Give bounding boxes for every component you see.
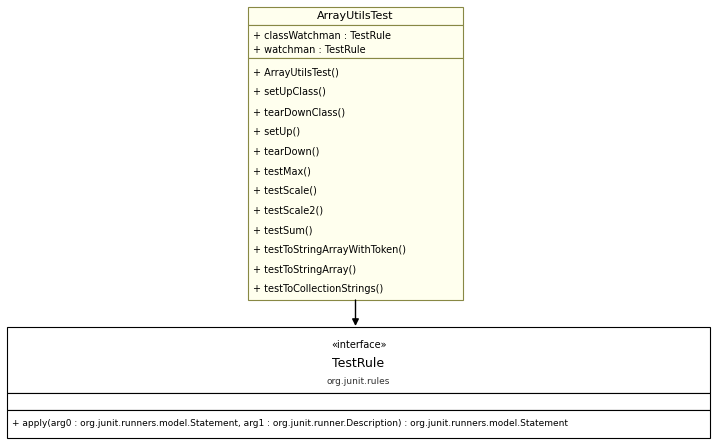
Text: ArrayUtilsTest: ArrayUtilsTest [317,11,394,21]
Bar [7,327,710,393]
Text: + testScale(): + testScale() [253,186,317,196]
Bar [248,7,463,25]
Text: + classWatchman : TestRule: + classWatchman : TestRule [253,31,391,41]
Text: + tearDown(): + tearDown() [253,146,319,157]
Text: TestRule: TestRule [333,357,384,370]
Text: + tearDownClass(): + tearDownClass() [253,107,345,117]
Text: + setUp(): + setUp() [253,127,300,137]
Text: + testScale2(): + testScale2() [253,206,323,215]
Text: + setUpClass(): + setUpClass() [253,87,326,97]
Text: + testMax(): + testMax() [253,166,311,176]
Text: + testToStringArrayWithToken(): + testToStringArrayWithToken() [253,245,406,255]
Text: + ArrayUtilsTest(): + ArrayUtilsTest() [253,68,339,78]
Text: + apply(arg0 : org.junit.runners.model.Statement, arg1 : org.junit.runner.Descri: + apply(arg0 : org.junit.runners.model.S… [12,420,568,429]
Text: + watchman : TestRule: + watchman : TestRule [253,45,366,55]
Text: + testSum(): + testSum() [253,225,313,235]
Text: org.junit.rules: org.junit.rules [327,376,390,386]
Bar [7,410,710,438]
Bar [248,58,463,300]
Text: + testToCollectionStrings(): + testToCollectionStrings() [253,284,384,294]
Text: + testToStringArray(): + testToStringArray() [253,264,356,275]
Bar [248,25,463,58]
Text: «interface»: «interface» [331,340,386,350]
Bar [7,393,710,410]
